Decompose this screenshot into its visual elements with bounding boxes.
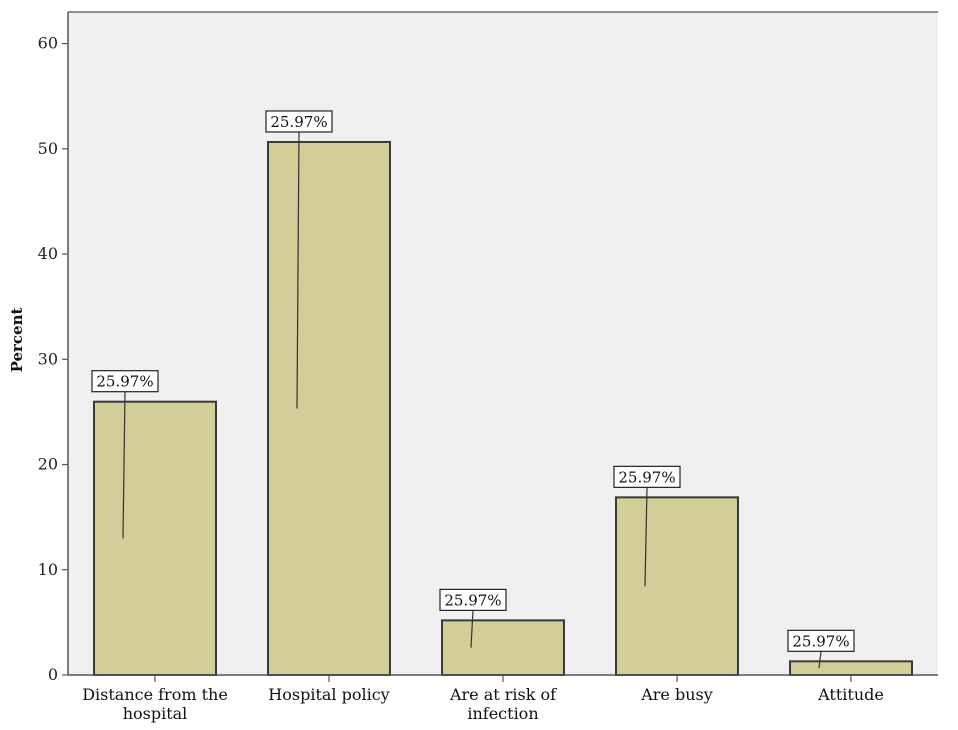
data-labels: 25.97% 25.97% 25.97% 25.97% 25.97% [91, 110, 855, 669]
y-tick-label: 0 [48, 665, 58, 684]
x-category-label: Are at risk of [449, 685, 557, 704]
bar [789, 660, 913, 676]
data-label-box [91, 370, 159, 393]
y-tick-label: 60 [38, 34, 58, 53]
y-axis-label: Percent [8, 308, 26, 373]
y-tick-label: 40 [38, 244, 58, 263]
y-tick-label: 30 [38, 349, 58, 368]
x-category-label: infection [467, 704, 538, 723]
data-label-leader [122, 391, 126, 539]
data-label-box [439, 588, 507, 611]
y-tick-label: 50 [38, 139, 58, 158]
bar [267, 140, 391, 676]
data-label-leader [818, 651, 822, 669]
data-label-box [613, 465, 681, 488]
data-label: 25.97% [270, 113, 327, 131]
data-label-box [265, 110, 333, 133]
data-label: 25.97% [792, 632, 849, 650]
x-category-label: Attitude [817, 685, 884, 704]
y-tick-label: 10 [38, 560, 58, 579]
data-label-leader [296, 131, 300, 409]
bar [441, 619, 565, 676]
bar [93, 400, 217, 676]
data-label-leader [470, 610, 474, 648]
y-tick-label: 20 [38, 455, 58, 474]
x-category-label: hospital [123, 704, 188, 723]
x-category-label: Hospital policy [268, 685, 389, 704]
data-label-leader [644, 487, 648, 587]
data-label-box [787, 629, 855, 652]
x-category-label: Are busy [640, 685, 713, 704]
data-label: 25.97% [618, 468, 675, 486]
x-category-label: Distance from the [82, 685, 228, 704]
y-axis-ticks: 0 10 20 30 40 50 60 [38, 34, 68, 684]
data-label: 25.97% [96, 373, 153, 391]
axes [67, 11, 938, 676]
data-label: 25.97% [444, 591, 501, 609]
bar [615, 496, 739, 676]
